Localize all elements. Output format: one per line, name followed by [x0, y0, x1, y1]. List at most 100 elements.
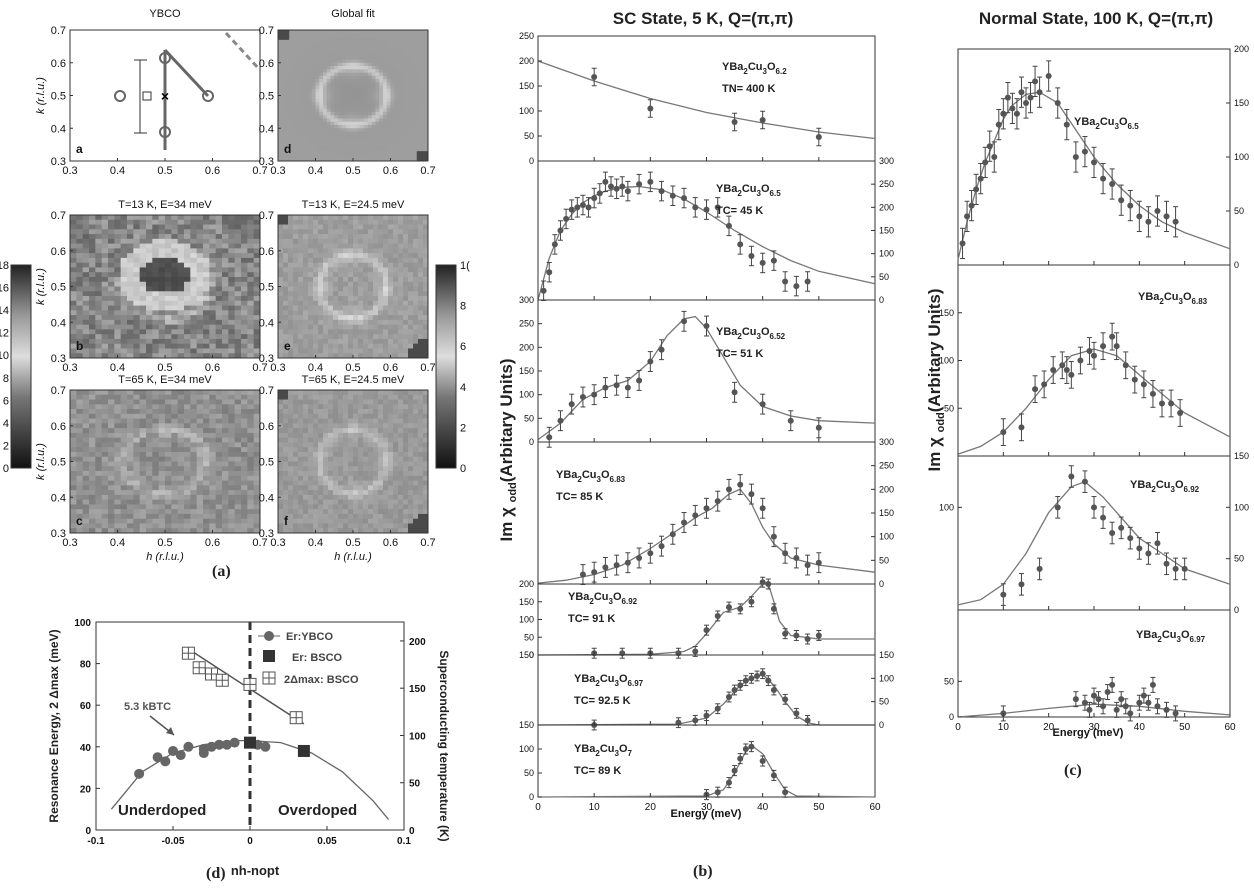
heatmap-cell: [293, 262, 299, 268]
heatmap-cell: [368, 296, 374, 302]
heatmap-cell: [409, 46, 414, 51]
heatmap-cell: [108, 272, 115, 278]
heatmap-cell: [127, 262, 134, 268]
heatmap-cell: [413, 115, 418, 119]
heatmap-cell: [278, 154, 283, 159]
heatmap-cell: [303, 428, 309, 434]
heatmap-cell: [353, 33, 358, 37]
heatmap-cell: [139, 238, 147, 244]
heatmap-cell: [401, 52, 406, 57]
heatmap-cell: [158, 329, 166, 335]
heatmap-cell: [353, 509, 359, 515]
heatmap-cell: [95, 296, 103, 302]
heatmap-cell: [409, 85, 414, 90]
heatmap-cell: [234, 509, 242, 515]
heatmap-cell: [313, 224, 319, 230]
heatmap-cell: [403, 310, 409, 316]
heatmap-cell: [190, 423, 198, 429]
heatmap-cell: [241, 390, 248, 396]
heatmap-cell: [253, 348, 261, 354]
heatmap-cell: [353, 154, 358, 159]
heatmap-cell: [323, 85, 328, 90]
heatmap-cell: [328, 219, 334, 225]
heatmap-cell: [89, 243, 96, 249]
heatmap-cell: [353, 229, 359, 235]
heatmap-cell: [146, 219, 153, 225]
heatmap-cell: [296, 43, 301, 47]
heatmap-cell: [196, 390, 204, 396]
heatmap-cell: [82, 490, 90, 496]
heatmap-cell: [177, 234, 185, 240]
heatmap-cell: [70, 281, 77, 287]
heatmap-cell: [253, 234, 261, 240]
panel-a: YBCO Global fit T=13 K, E=34 meV T=13 K,…: [0, 8, 470, 563]
heatmap-cell: [315, 128, 320, 132]
heatmap-cell: [318, 305, 324, 311]
heatmap-cell: [390, 62, 395, 67]
heatmap-cell: [403, 291, 409, 297]
heatmap-cell: [288, 428, 294, 434]
heatmap-cell: [388, 329, 394, 335]
heatmap-cell: [304, 131, 309, 136]
heatmap-cell: [318, 253, 324, 259]
heatmap-cell: [289, 154, 294, 159]
heatmap-cell: [333, 286, 339, 292]
heatmap-cell: [171, 409, 179, 415]
heatmap-cell: [70, 353, 77, 359]
heatmap-cell: [341, 128, 346, 132]
heatmap-cell: [353, 118, 358, 123]
heatmap-cell: [171, 518, 179, 524]
heatmap-cell: [363, 499, 369, 505]
heatmap-cell: [349, 82, 354, 87]
heatmap-cell: [338, 111, 343, 116]
heatmap-cell: [368, 88, 373, 93]
heatmap-cell: [196, 494, 204, 501]
heatmap-cell: [228, 286, 236, 292]
heatmap-cell: [171, 248, 179, 254]
heatmap-cell: [393, 319, 399, 326]
heatmap-cell: [95, 267, 103, 273]
heatmap-cell: [383, 390, 389, 396]
heatmap-cell: [416, 36, 421, 41]
heatmap-cell: [378, 219, 384, 225]
heatmap-cell: [278, 238, 284, 244]
heatmap-cell: [308, 528, 314, 534]
heatmap-cell: [323, 281, 329, 287]
heatmap-cell: [127, 229, 134, 235]
heatmap-cell: [222, 315, 229, 321]
heatmap-cell: [289, 115, 294, 119]
heatmap-cell: [308, 141, 313, 146]
heatmap-cell: [353, 95, 358, 100]
heatmap-cell: [165, 528, 172, 534]
heatmap-cell: [190, 262, 198, 268]
heatmap-cell: [353, 224, 359, 230]
heatmap-cell: [247, 334, 255, 340]
heatmap-cell: [296, 92, 301, 96]
heatmap-cell: [89, 238, 96, 244]
heatmap-cell: [196, 456, 204, 462]
heatmap-cell: [334, 157, 339, 162]
heatmap-cell: [152, 215, 160, 221]
heatmap-cell: [413, 305, 419, 311]
heatmap-cell: [241, 480, 248, 486]
heatmap-cell: [319, 134, 324, 139]
heatmap-cell: [343, 466, 349, 472]
heatmap-cell: [82, 215, 90, 221]
heatmap-cell: [293, 138, 298, 142]
heatmap-cell: [315, 138, 320, 142]
heatmap-cell: [190, 300, 198, 306]
heatmap-cell: [386, 154, 391, 159]
heatmap-cell: [70, 523, 77, 529]
heatmap-cell: [165, 409, 172, 415]
heatmap-cell: [215, 485, 223, 491]
heatmap-cell: [203, 442, 210, 448]
heatmap-cell: [241, 329, 248, 335]
heatmap-cell: [281, 147, 286, 152]
heatmap-cell: [196, 224, 204, 230]
heatmap-cell: [349, 46, 354, 51]
heatmap-cell: [318, 324, 324, 330]
heatmap-cell: [152, 442, 160, 448]
heatmap-cell: [364, 141, 369, 146]
heatmap-cell: [139, 343, 147, 349]
heatmap-cell: [313, 319, 319, 326]
